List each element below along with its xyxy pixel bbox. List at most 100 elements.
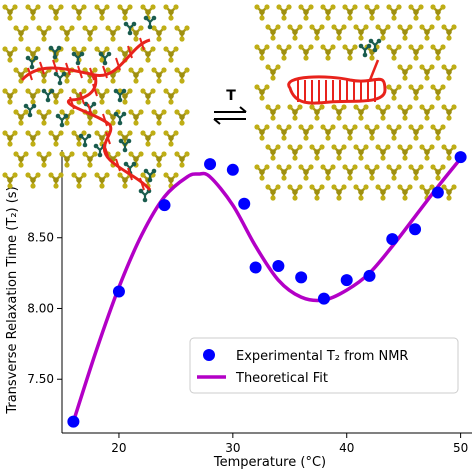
- solvent-molecule: [341, 163, 359, 182]
- polymer-chain-collapsed: [287, 75, 387, 105]
- solvent-molecule: [385, 123, 403, 142]
- solvent-molecule: [127, 108, 145, 127]
- solvent-molecule: [286, 183, 304, 202]
- solvent-molecule: [162, 3, 180, 22]
- solvent-molecule: [297, 3, 315, 22]
- data-point: [454, 151, 467, 164]
- solvent-molecule: [35, 150, 53, 169]
- data-point: [317, 292, 330, 305]
- solvent-molecule: [286, 143, 304, 162]
- solvent-molecule: [150, 150, 168, 169]
- solvent-molecule: [173, 24, 191, 43]
- inset-illustration: T: [1, 3, 458, 204]
- equilibrium-arrows: T: [213, 88, 247, 125]
- data-point: [272, 260, 285, 273]
- solvent-molecule: [385, 163, 403, 182]
- solvent-molecule: [418, 103, 436, 122]
- data-point: [295, 271, 308, 284]
- solvent-molecule: [24, 87, 42, 106]
- polymer-rungs-collapsed: [297, 80, 376, 102]
- solvent-molecule: [418, 143, 436, 162]
- solvent-molecule: [297, 163, 315, 182]
- solvent-molecule: [264, 143, 282, 162]
- data-point: [158, 199, 171, 212]
- solvent-molecule: [319, 123, 337, 142]
- solvent-molecule: [429, 83, 447, 102]
- solvent-molecule: [385, 3, 403, 22]
- side-group: [40, 87, 56, 104]
- rung: [89, 67, 95, 81]
- plot-area: [61, 150, 472, 434]
- data-points-layer: [67, 151, 467, 428]
- solvent-molecule: [47, 129, 65, 148]
- solvent-molecule: [1, 171, 19, 190]
- solvent-molecule: [275, 43, 293, 62]
- solvent-molecule: [286, 103, 304, 122]
- solvent-molecule: [24, 129, 42, 148]
- solvent-molecule: [12, 24, 30, 43]
- solvent-molecule: [264, 63, 282, 82]
- data-point: [238, 197, 251, 210]
- solvent-molecule: [352, 103, 370, 122]
- solvent-molecule: [253, 83, 271, 102]
- solvent-molecule: [116, 3, 134, 22]
- solvent-molecule: [253, 43, 271, 62]
- solvent-molecule: [253, 3, 271, 22]
- x-tick-label: 30: [225, 441, 240, 455]
- solvent-molecule: [275, 163, 293, 182]
- side-group: [52, 70, 68, 87]
- rung: [139, 177, 145, 191]
- solvent-molecule: [297, 43, 315, 62]
- solvent-molecule: [173, 66, 191, 85]
- solvent-molecule: [407, 123, 425, 142]
- solvent-molecule: [407, 3, 425, 22]
- data-point: [112, 285, 125, 298]
- solvent-molecule: [264, 183, 282, 202]
- solvent-molecule: [396, 63, 414, 82]
- solvent-molecule: [352, 143, 370, 162]
- solvent-molecule: [396, 143, 414, 162]
- solvent-molecule: [1, 129, 19, 148]
- y-tick-label: 8.50: [27, 231, 54, 245]
- solvent-molecule: [162, 87, 180, 106]
- solvent-molecule: [396, 103, 414, 122]
- y-axis-ticks: 7.50 8.00 8.50: [27, 231, 62, 386]
- solvent-molecule: [407, 43, 425, 62]
- solvent-molecule: [150, 24, 168, 43]
- solvent-molecule: [127, 66, 145, 85]
- rung: [52, 59, 58, 73]
- rung: [127, 45, 133, 59]
- rung: [127, 167, 133, 181]
- solvent-molecule: [330, 183, 348, 202]
- solvent-molecule: [363, 123, 381, 142]
- rung: [65, 62, 71, 76]
- solvent-molecule: [308, 143, 326, 162]
- legend-label-experimental: Experimental T₂ from NMR: [236, 349, 408, 364]
- rung: [102, 65, 108, 79]
- solvent-molecule: [275, 3, 293, 22]
- rung: [39, 61, 45, 75]
- rung: [92, 83, 98, 97]
- solvent-molecules-left: [1, 3, 191, 190]
- fit-curve: [71, 157, 462, 423]
- y-tick-label: 8.00: [27, 301, 54, 315]
- solvent-molecule: [1, 3, 19, 22]
- solvent-molecule: [385, 83, 403, 102]
- solvent-molecule: [93, 3, 111, 22]
- solvent-molecule: [440, 23, 458, 42]
- solvent-molecule: [12, 108, 30, 127]
- solvent-molecule: [407, 163, 425, 182]
- solvent-molecule: [418, 63, 436, 82]
- polymer-rungs-extended: [27, 37, 145, 191]
- solvent-molecule: [162, 129, 180, 148]
- solvent-molecule: [173, 150, 191, 169]
- polymer-tail: [368, 59, 380, 81]
- solvent-molecule: [330, 23, 348, 42]
- rung: [105, 131, 111, 145]
- solvent-molecule: [418, 23, 436, 42]
- side-group: [112, 110, 128, 127]
- solvent-molecule: [162, 45, 180, 64]
- data-point: [226, 163, 239, 176]
- rung: [103, 143, 109, 157]
